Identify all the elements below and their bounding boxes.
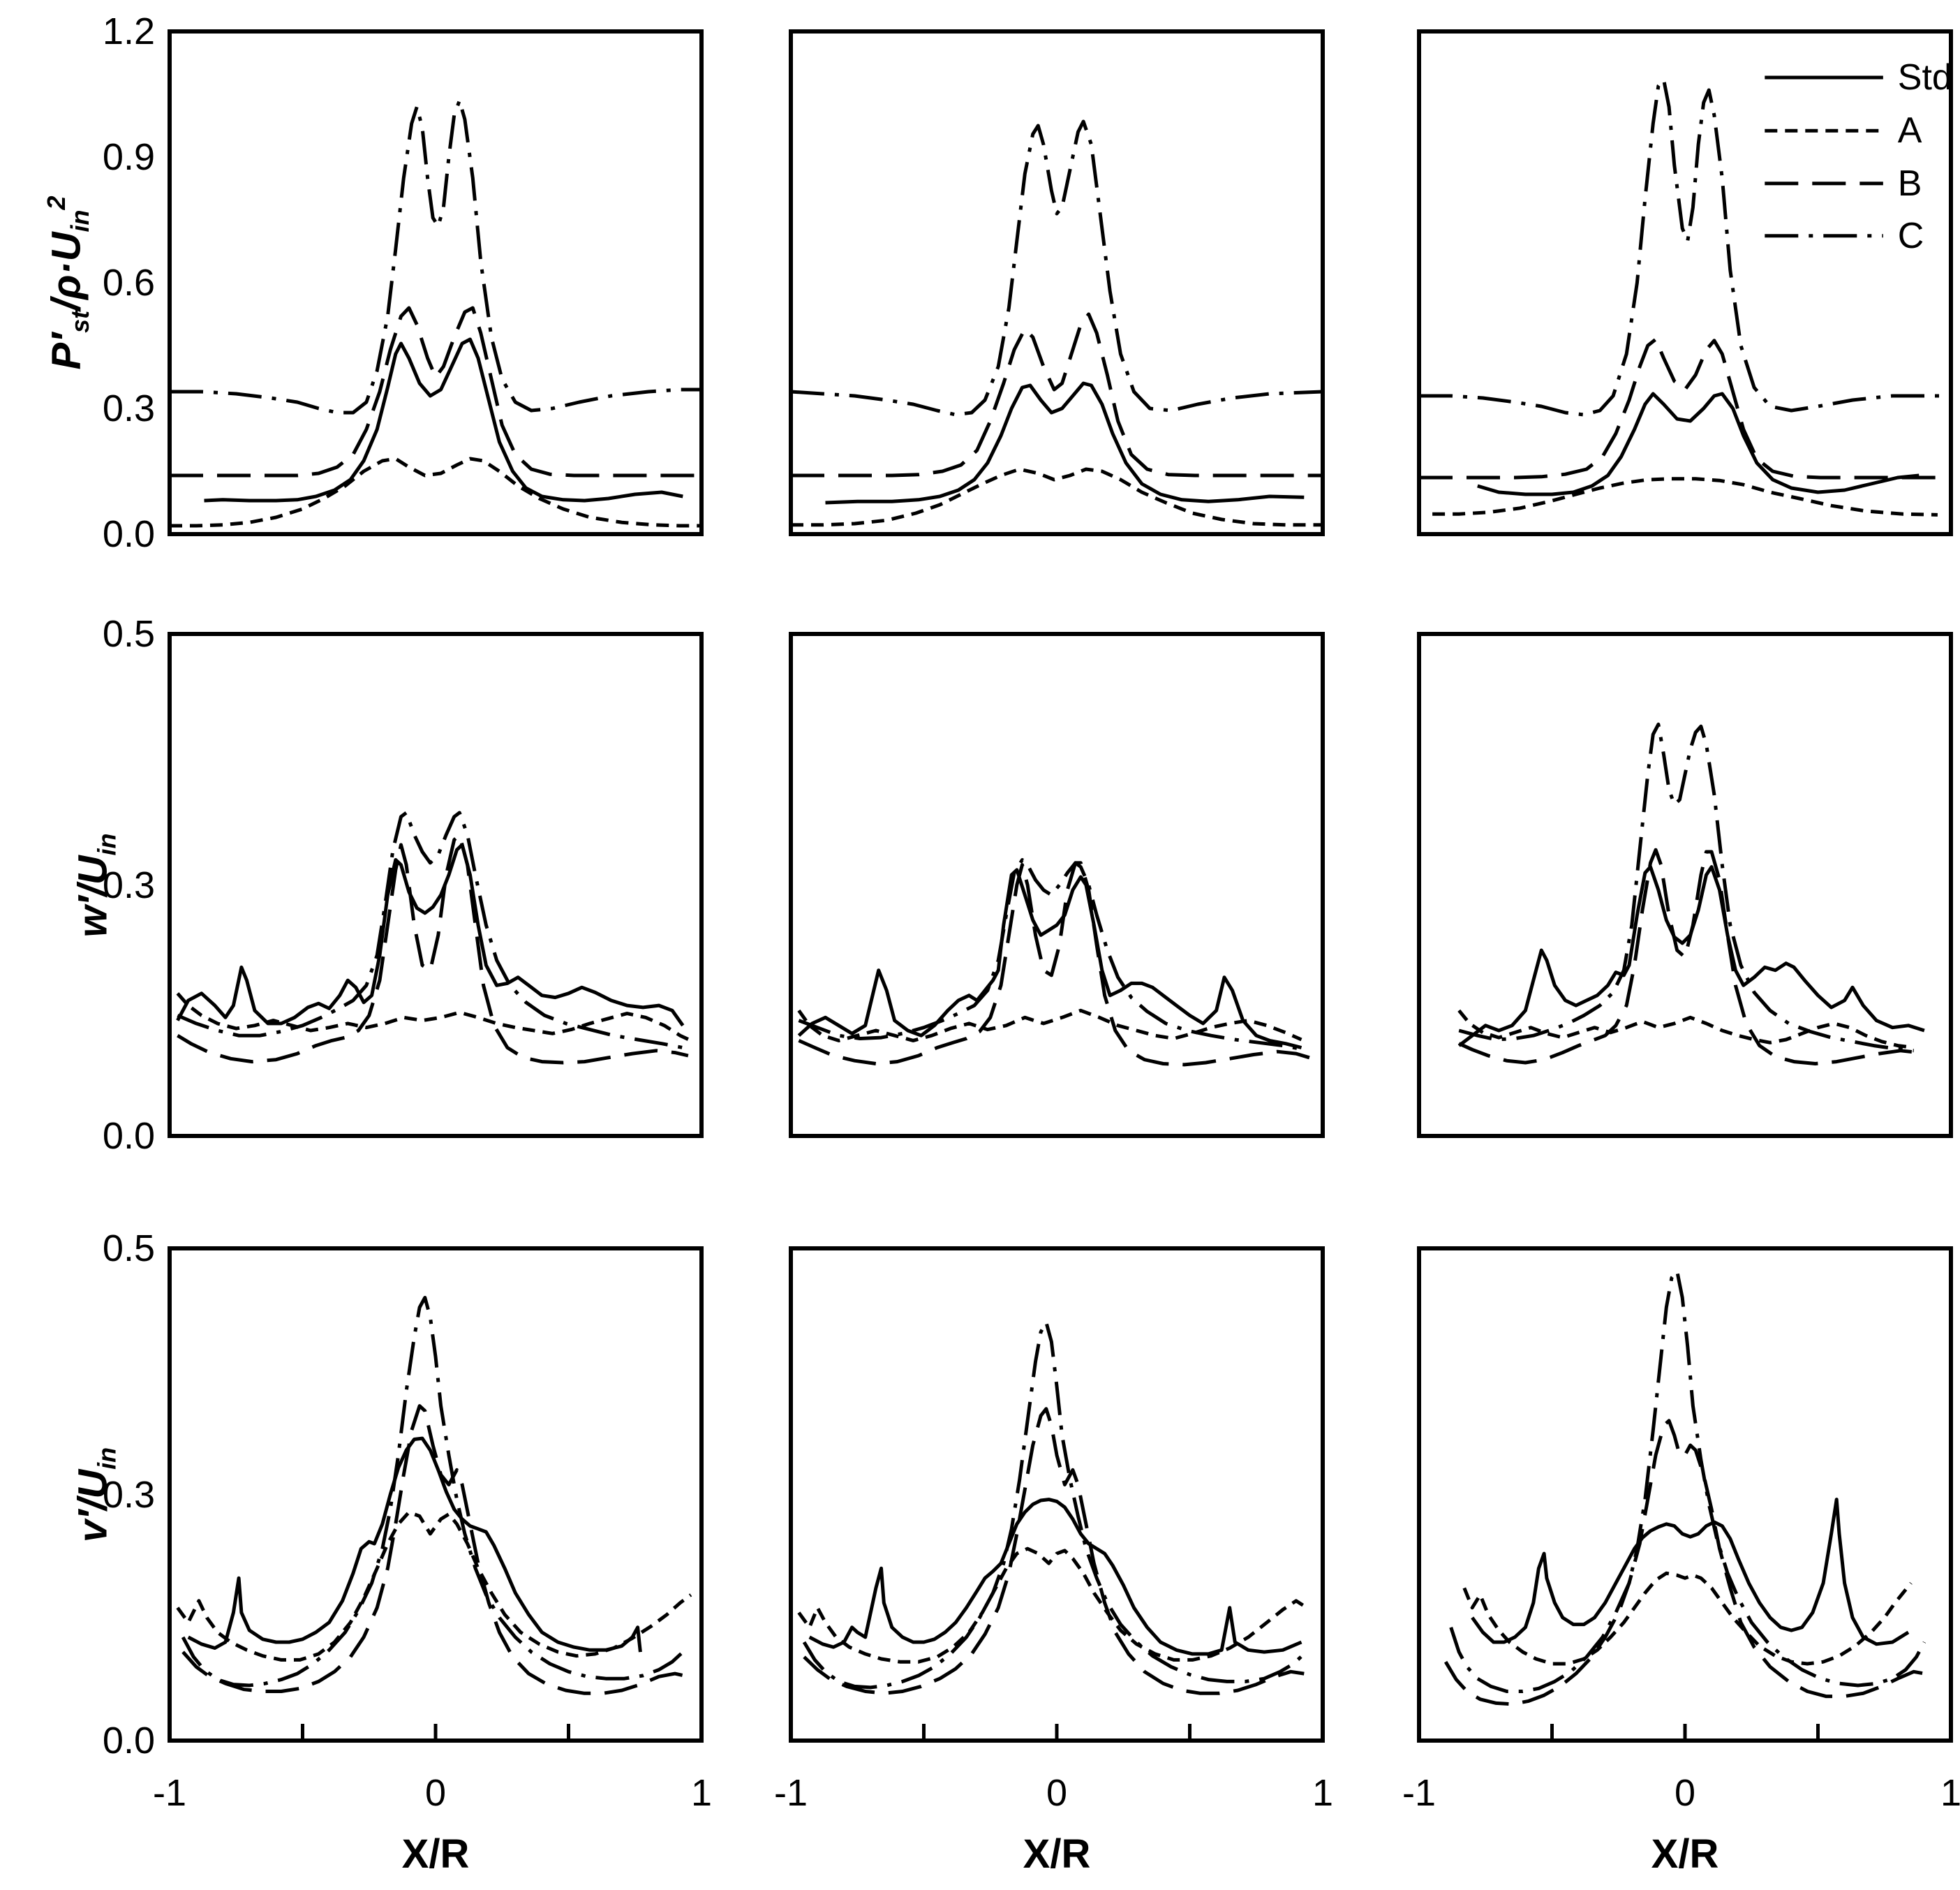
curve-c-row1-col1	[170, 98, 701, 415]
panel-border-row1-col1	[168, 29, 704, 536]
curve-c-row3-col1	[181, 1296, 685, 1688]
curve-std-row1-col2	[825, 381, 1305, 505]
curve-a-row2-col2	[797, 1008, 1302, 1042]
panel-row1-col2	[789, 29, 1325, 536]
x-tick-label-row3-col3: 1	[1940, 1772, 1960, 1814]
x-axis-title-row3-col2: X/R	[1023, 1831, 1091, 1877]
curve-c-row3-col3	[1449, 1269, 1926, 1693]
curve-b-row2-col3	[1458, 848, 1920, 1065]
panel-row3-col3	[1417, 1246, 1953, 1743]
legend-label-b: B	[1897, 163, 1922, 204]
x-tick-label-row3-col1: 1	[690, 1772, 713, 1814]
curve-a-row2-col1	[176, 992, 692, 1042]
panel-border-row1-col2	[789, 29, 1325, 536]
curve-std-row3-col3	[1471, 1498, 1910, 1646]
y-axis-title-part: P′	[43, 332, 89, 370]
x-tick-label-row3-col2: -1	[773, 1772, 808, 1814]
curve-b-row3-col2	[803, 1407, 1305, 1695]
legend-label-c: C	[1897, 215, 1924, 256]
curve-b-row2-col1	[177, 833, 689, 1065]
panel-row3-col2	[789, 1246, 1325, 1743]
curve-c-row1-col2	[790, 119, 1323, 417]
panel-border-row2-col3	[1417, 632, 1953, 1138]
y-axis-title-part: 2	[41, 195, 70, 210]
curve-a-row3-col3	[1462, 1571, 1913, 1666]
curve-std-row1-col3	[1477, 392, 1920, 496]
y-tick-label-row3-col1: 0.3	[102, 1473, 155, 1516]
curve-b-row3-col1	[181, 1404, 689, 1695]
panel-row2-col2	[789, 632, 1325, 1138]
y-tick-label-row1-col1: 0.0	[102, 513, 155, 555]
curve-a-row1-col1	[170, 457, 701, 528]
y-tick-label-row3-col1: 0.0	[102, 1720, 155, 1762]
panel-border-row3-col3	[1417, 1246, 1953, 1743]
y-axis-title-part: st	[66, 310, 95, 333]
x-tick-label-row3-col3: 0	[1674, 1772, 1696, 1814]
y-tick-label-row1-col1: 0.6	[102, 262, 155, 304]
curve-b-row2-col2	[798, 861, 1310, 1067]
panel-border-row3-col2	[789, 1246, 1325, 1743]
curve-std-row3-col2	[808, 1498, 1302, 1656]
y-axis-title-part: in	[92, 833, 121, 855]
curve-std-row3-col1	[187, 1436, 642, 1653]
x-axis-title-row3-col3: X/R	[1651, 1831, 1719, 1877]
x-tick-label-row3-col2: 0	[1046, 1772, 1068, 1814]
y-tick-label-row1-col1: 1.2	[102, 10, 155, 52]
x-tick-label-row3-col3: -1	[1402, 1772, 1436, 1814]
x-tick-label-row3-col1: -1	[152, 1772, 187, 1814]
curve-c-row2-col1	[177, 811, 683, 1049]
x-tick-label-row3-col2: 1	[1312, 1772, 1334, 1814]
curve-b-row1-col1	[170, 306, 701, 478]
x-axis-title-row3-col1: X/R	[401, 1831, 470, 1877]
panel-border-row1-col3	[1417, 29, 1953, 536]
y-tick-label-row1-col1: 0.3	[102, 387, 155, 429]
panel-border-row2-col2	[789, 632, 1325, 1138]
curve-std-row2-col1	[176, 843, 685, 1027]
y-tick-label-row2-col1: 0.3	[102, 864, 155, 906]
x-tick-label-row3-col1: 0	[424, 1772, 447, 1814]
curve-b-row3-col3	[1443, 1419, 1925, 1706]
curve-a-row1-col3	[1432, 477, 1938, 517]
panel-row2-col1	[168, 632, 704, 1138]
y-tick-label-row1-col1: 0.9	[102, 136, 155, 178]
panel-row3-col1	[168, 1246, 704, 1743]
curve-c-row1-col3	[1419, 77, 1951, 417]
y-axis-title-part: in	[92, 1447, 121, 1470]
y-axis-title-row2-col1: w′/Uin	[70, 833, 121, 937]
curve-std-row2-col2	[797, 868, 1302, 1049]
y-axis-title-row3-col1: v′/Uin	[70, 1447, 121, 1542]
panel-row2-col3	[1417, 632, 1953, 1138]
panel-border-row3-col1	[168, 1246, 704, 1743]
y-axis-title-part: in	[66, 209, 95, 232]
legend	[1765, 75, 1883, 238]
curve-c-row3-col2	[802, 1320, 1306, 1690]
curve-a-row3-col2	[797, 1546, 1308, 1664]
panel-row1-col3	[1417, 29, 1953, 536]
y-axis-title-row1-col1: P′st/ρ·Uin2	[41, 195, 95, 370]
curve-a-row2-col3	[1457, 1009, 1915, 1049]
curve-c-row2-col2	[798, 858, 1305, 1051]
panel-border-row2-col1	[168, 632, 704, 1138]
curve-std-row1-col1	[204, 337, 683, 503]
y-tick-label-row2-col1: 0.0	[102, 1115, 155, 1157]
y-axis-title-part: w′/U	[70, 855, 116, 937]
curve-std-row2-col3	[1457, 865, 1925, 1047]
legend-label-std: Std	[1897, 57, 1952, 98]
panel-row1-col1	[168, 29, 704, 536]
legend-label-a: A	[1897, 110, 1922, 152]
curve-a-row3-col1	[176, 1510, 692, 1662]
curve-c-row2-col3	[1458, 722, 1914, 1053]
y-axis-title-part: v′/U	[70, 1469, 116, 1542]
curve-a-row1-col2	[791, 467, 1323, 527]
y-tick-label-row2-col1: 0.5	[102, 613, 155, 655]
y-axis-title-part: /ρ·U	[43, 232, 89, 311]
curve-b-row1-col2	[791, 312, 1323, 478]
y-tick-label-row3-col1: 0.5	[102, 1227, 155, 1269]
curve-b-row1-col3	[1419, 337, 1951, 480]
